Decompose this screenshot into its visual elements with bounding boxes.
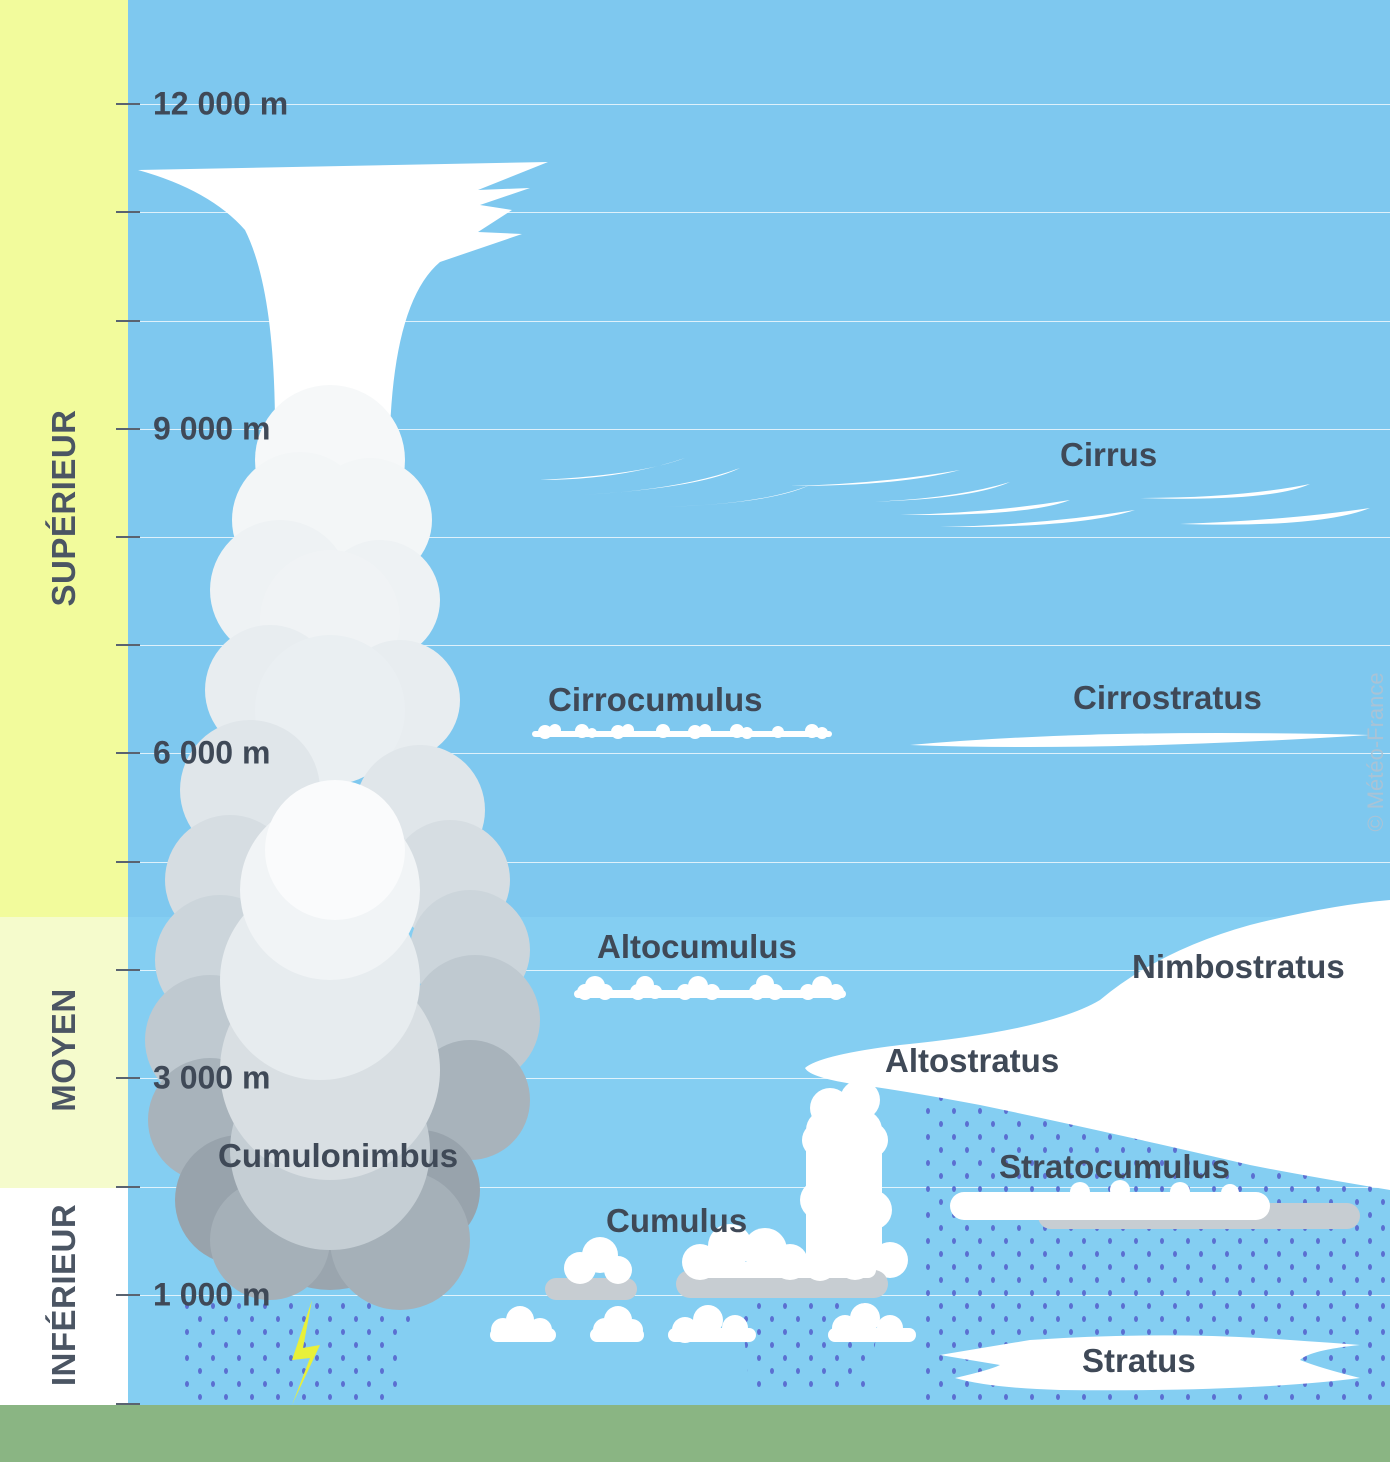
altitude-label-3000: 3 000 m <box>153 1059 271 1096</box>
band-inferieur <box>0 1188 128 1405</box>
tick <box>116 861 140 863</box>
band-superieur <box>0 0 128 917</box>
gridline <box>128 212 1390 213</box>
tick-6000 <box>116 752 140 754</box>
label-altocumulus: Altocumulus <box>597 928 797 965</box>
altitude-label-1000: 1 000 m <box>153 1276 271 1313</box>
gridline <box>128 753 1390 754</box>
band-moyen <box>0 917 128 1188</box>
label-stratus: Stratus <box>1082 1342 1196 1379</box>
gridline <box>128 1187 1390 1188</box>
gridline <box>128 104 1390 105</box>
label-cirrocumulus: Cirrocumulus <box>548 681 763 718</box>
nimbostratus-cloud <box>805 900 1390 1190</box>
tick <box>116 969 140 971</box>
anvil-cloud <box>138 162 548 430</box>
label-cumulus: Cumulus <box>606 1202 748 1239</box>
gridline <box>128 1078 1390 1079</box>
gridline <box>128 862 1390 863</box>
cumulonimbus-cloud <box>145 385 540 1310</box>
tick-3000 <box>116 1077 140 1079</box>
cirrocumulus-cloud <box>532 724 832 739</box>
stratus-cloud <box>940 1335 1360 1391</box>
gridline <box>128 321 1390 322</box>
band-label-inferieur: INFÉRIEUR <box>45 1203 82 1387</box>
tick <box>116 536 140 538</box>
label-cumulonimbus: Cumulonimbus <box>218 1137 459 1174</box>
band-label-superieur: SUPÉRIEUR <box>45 409 82 607</box>
tick <box>116 320 140 322</box>
band-label-moyen: MOYEN <box>45 988 82 1112</box>
cirrostratus-cloud <box>910 732 1370 748</box>
label-cirrus: Cirrus <box>1060 436 1158 473</box>
altocumulus-cloud <box>574 975 846 1000</box>
altitude-label-12000: 12 000 m <box>153 85 289 122</box>
gridline <box>128 429 1390 430</box>
label-altostratus: Altostratus <box>885 1042 1060 1079</box>
lightning-bolt <box>292 1300 320 1405</box>
tick <box>116 1186 140 1188</box>
tick-1000 <box>116 1294 140 1296</box>
altitude-label-6000: 6 000 m <box>153 734 271 771</box>
ground <box>0 1405 1390 1462</box>
gridline <box>128 537 1390 538</box>
stratocumulus-cloud <box>950 1180 1360 1229</box>
tick <box>116 1403 140 1405</box>
gridline <box>128 645 1390 646</box>
tick-9000 <box>116 428 140 430</box>
altitude-label-9000: 9 000 m <box>153 410 271 447</box>
cirrus-cloud <box>540 458 1370 528</box>
label-stratocumulus: Stratocumulus <box>999 1148 1231 1185</box>
gridline <box>128 970 1390 971</box>
cumulus-cloud <box>545 1224 888 1300</box>
towering-cumulus-cloud <box>800 1080 908 1280</box>
fair-weather-cumulus <box>490 1303 916 1343</box>
tick-12000 <box>116 103 140 105</box>
label-cirrostratus: Cirrostratus <box>1073 679 1262 716</box>
tick <box>116 211 140 213</box>
tick <box>116 644 140 646</box>
copyright-notice: © Météo-France <box>1363 672 1388 832</box>
label-nimbostratus: Nimbostratus <box>1132 948 1345 985</box>
